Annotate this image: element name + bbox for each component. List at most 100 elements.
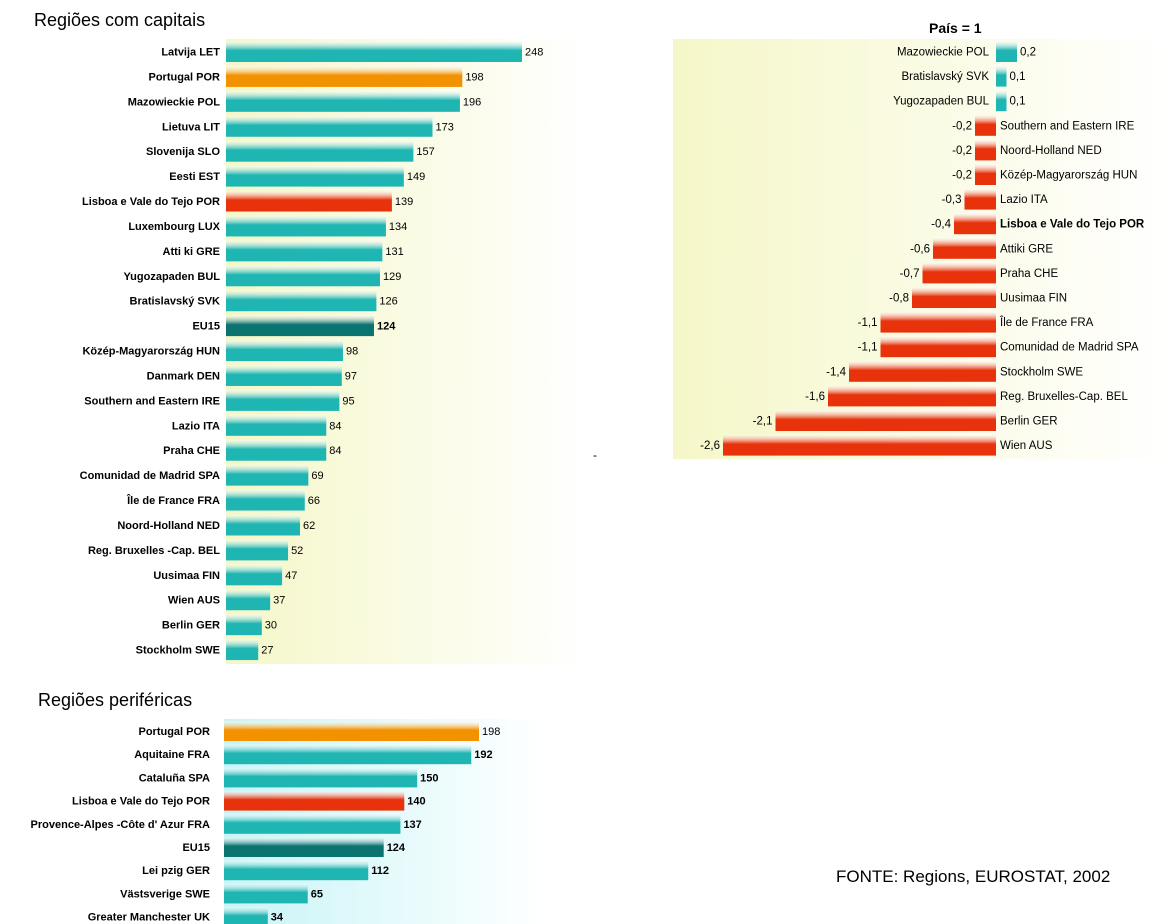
capital-bar-ile-de-france-fra xyxy=(226,489,305,511)
capital-value-label-eu15: 124 xyxy=(377,321,396,333)
peripheral-bar-eu15 xyxy=(224,837,384,857)
peripheral-bar-greater-manchester-uk xyxy=(224,906,268,924)
ratio-bar-wien-aus xyxy=(723,434,996,456)
capital-value-label-stockholm-swe: 27 xyxy=(261,645,273,657)
peripheral-category-label-vastsverige-swe: Västsverige SWE xyxy=(120,888,210,900)
capital-value-label-comunidad-de-madrid-spa: 69 xyxy=(311,470,323,482)
peripheral-category-label-greater-manchester-uk: Greater Manchester UK xyxy=(88,912,210,924)
peripheral-bar-lisboa-e-vale-do-tejo-por xyxy=(224,790,405,811)
capital-value-label-wien-aus: 37 xyxy=(273,595,285,607)
ratio-category-label-southern-and-eastern-ire: Southern and Eastern IRE xyxy=(1000,120,1135,132)
capital-bar-yugozapaden-bul xyxy=(226,265,380,287)
peripheral-value-label-portugal-por: 198 xyxy=(482,726,500,738)
capital-category-label-praha-che: Praha CHE xyxy=(163,445,220,457)
capital-value-label-eesti-est: 149 xyxy=(407,171,425,183)
capital-category-label-stockholm-swe: Stockholm SWE xyxy=(136,645,220,657)
capital-bar-praha-che xyxy=(226,439,327,461)
peripheral-value-label-aquitaine-fra: 192 xyxy=(474,749,492,761)
ratio-value-label-praha-che: -0,7 xyxy=(900,268,920,280)
capital-value-label-lisboa-e-vale-do-tejo-por: 139 xyxy=(395,196,413,208)
peripheral-value-label-vastsverige-swe: 65 xyxy=(311,888,323,900)
capital-bar-stockholm-swe xyxy=(226,639,259,661)
capital-value-label-latvija-let: 248 xyxy=(525,47,543,59)
ratio-bar-noord-holland-ned xyxy=(975,139,996,161)
peripheral-bar-cataluna-spa xyxy=(224,767,418,788)
ratio-category-label-praha-che: Praha CHE xyxy=(1000,268,1058,280)
ratio-value-label-ile-de-france-fra: -1,1 xyxy=(858,317,878,329)
ratio-category-label-wien-aus: Wien AUS xyxy=(1000,440,1053,452)
capital-value-label-berlin-ger: 30 xyxy=(265,620,277,632)
capital-category-label-atti-ki-gre: Atti ki GRE xyxy=(163,246,220,258)
capital-bar-kozep-magyarorszag-hun xyxy=(226,340,343,362)
ratio-category-label-ile-de-france-fra: Île de France FRA xyxy=(999,316,1094,329)
ratio-value-label-southern-and-eastern-ire: -0,2 xyxy=(952,120,972,132)
ratio-bar-yugozapaden-bul xyxy=(996,90,1007,112)
ratio-bar-attiki-gre xyxy=(933,237,996,259)
ratio-value-label-berlin-ger: -2,1 xyxy=(753,416,773,428)
capital-category-label-luxembourg-lux: Luxembourg LUX xyxy=(128,221,220,233)
capital-value-label-lietuva-lit: 173 xyxy=(435,121,453,133)
capital-bar-slovenija-slo xyxy=(226,140,414,162)
peripheral-bar-portugal-por xyxy=(224,721,479,741)
ratio-bar-praha-che xyxy=(922,262,996,284)
capital-bar-atti-ki-gre xyxy=(226,240,383,262)
ratio-category-label-reg-bruxelles-cap-bel: Reg. Bruxelles-Cap. BEL xyxy=(1000,391,1128,403)
ratio-category-label-attiki-gre: Attiki GRE xyxy=(1000,243,1053,255)
ratio-value-label-bratislavsky-svk: 0,1 xyxy=(1010,71,1026,83)
peripheral-bar-lei-pzig-ger xyxy=(224,860,369,881)
ratio-category-label-lisboa-e-vale-do-tejo-por: Lisboa e Vale do Tejo POR xyxy=(1000,219,1145,231)
peripheral-bar-provence-alpes-cote-d-azur-fra xyxy=(224,813,401,834)
capital-bar-latvija-let xyxy=(226,41,522,62)
ratio-category-label-comunidad-de-madrid-spa: Comunidad de Madrid SPA xyxy=(1000,342,1139,354)
capital-category-label-reg-bruxelles-cap-bel: Reg. Bruxelles -Cap. BEL xyxy=(88,545,220,557)
ratio-value-label-comunidad-de-madrid-spa: -1,1 xyxy=(858,342,878,354)
capital-value-label-bratislavsky-svk: 126 xyxy=(379,296,397,308)
peripheral-value-label-cataluna-spa: 150 xyxy=(420,772,438,784)
capital-value-label-lazio-ita: 84 xyxy=(329,420,341,432)
peripheral-category-label-aquitaine-fra: Aquitaine FRA xyxy=(134,749,210,761)
capital-bar-danmark-den xyxy=(226,364,342,386)
peripheral-value-label-greater-manchester-uk: 34 xyxy=(271,912,284,924)
capital-value-label-atti-ki-gre: 131 xyxy=(385,246,403,258)
capital-bar-lazio-ita xyxy=(226,414,327,436)
ratio-bar-stockholm-swe xyxy=(849,360,996,382)
capital-bar-lisboa-e-vale-do-tejo-por xyxy=(226,190,392,212)
ratio-category-label-stockholm-swe: Stockholm SWE xyxy=(1000,366,1083,378)
capital-bar-reg-bruxelles-cap-bel xyxy=(226,539,289,561)
peripheral-value-label-lei-pzig-ger: 112 xyxy=(371,865,389,877)
peripheral-category-label-lisboa-e-vale-do-tejo-por: Lisboa e Vale do Tejo POR xyxy=(72,796,210,808)
capital-value-label-uusimaa-fin: 47 xyxy=(285,570,297,582)
ratio-bar-ile-de-france-fra xyxy=(880,311,996,333)
capital-value-label-southern-and-eastern-ire: 95 xyxy=(342,395,354,407)
capital-value-label-luxembourg-lux: 134 xyxy=(389,221,407,233)
ratio-value-label-wien-aus: -2,6 xyxy=(700,440,720,452)
country-ratio-title: País = 1 xyxy=(929,20,982,36)
capital-value-label-noord-holland-ned: 62 xyxy=(303,520,315,532)
capital-category-label-wien-aus: Wien AUS xyxy=(168,595,220,607)
ratio-bar-mazowieckie-pol xyxy=(996,41,1017,62)
capital-value-label-ile-de-france-fra: 66 xyxy=(308,495,320,507)
ratio-bar-berlin-ger xyxy=(775,410,996,431)
ratio-category-label-lazio-ita: Lazio ITA xyxy=(1000,194,1048,206)
ratio-category-label-yugozapaden-bul: Yugozapaden BUL xyxy=(893,96,990,108)
ratio-category-label-bratislavsky-svk: Bratislavský SVK xyxy=(901,71,989,83)
peripheral-value-label-eu15: 124 xyxy=(387,842,406,854)
capital-bar-lietuva-lit xyxy=(226,115,433,137)
capital-value-label-mazowieckie-pol: 196 xyxy=(463,96,481,108)
capital-category-label-lietuva-lit: Lietuva LIT xyxy=(162,121,220,133)
ratio-value-label-reg-bruxelles-cap-bel: -1,6 xyxy=(805,391,825,403)
capital-category-label-lazio-ita: Lazio ITA xyxy=(172,420,220,432)
capital-category-label-eu15: EU15 xyxy=(192,321,220,333)
ratio-bar-southern-and-eastern-ire xyxy=(975,114,996,136)
stray-dash: - xyxy=(593,448,597,462)
capital-bar-eu15 xyxy=(226,315,374,337)
capital-bar-wien-aus xyxy=(226,589,271,611)
source-note: FONTE: Regions, EUROSTAT, 2002 xyxy=(836,867,1111,886)
capital-category-label-eesti-est: Eesti EST xyxy=(169,171,220,183)
capital-category-label-slovenija-slo: Slovenija SLO xyxy=(146,146,220,158)
capital-bar-noord-holland-ned xyxy=(226,514,300,536)
peripheral-category-label-eu15: EU15 xyxy=(182,842,210,854)
